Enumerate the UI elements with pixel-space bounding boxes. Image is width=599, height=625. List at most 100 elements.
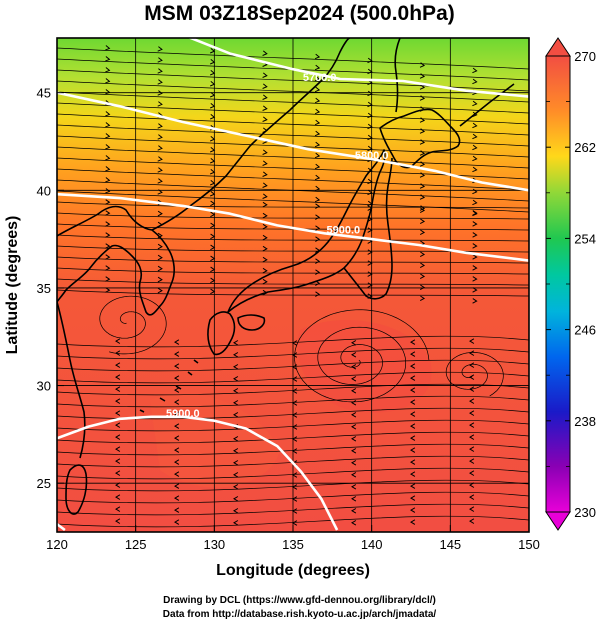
streamline-arrow — [157, 134, 163, 140]
colorbar: 270 262 254 246 238 230 — [545, 37, 596, 531]
streamline-arrow — [472, 232, 478, 238]
streamline — [57, 431, 529, 444]
streamline-arrow — [419, 218, 426, 225]
geopotential-contours: 5700.0 5800.0 5900.0 5900.0 — [57, 38, 529, 532]
streamline-arrow — [469, 338, 475, 344]
streamline-arrow — [351, 388, 357, 394]
streamline-arrow — [115, 374, 121, 380]
contour-line — [57, 415, 339, 531]
streamline-arrow — [472, 67, 478, 74]
streamline — [57, 479, 529, 492]
streamline-arrow — [410, 399, 416, 405]
wind-streamlines — [57, 45, 529, 528]
x-tick-label: 135 — [282, 537, 304, 552]
streamline-arrow — [157, 167, 163, 173]
streamline-arrow — [262, 212, 268, 219]
streamline-arrow — [469, 470, 475, 476]
streamline — [57, 157, 529, 180]
streamline — [57, 467, 529, 480]
streamline-arrow — [157, 287, 163, 294]
colorbar-ticks: 270 262 254 246 238 230 — [546, 49, 596, 520]
streamline-arrow — [469, 494, 475, 500]
streamline-arrow — [314, 108, 321, 115]
streamline-arrow — [174, 423, 180, 429]
colorbar-tick-label: 238 — [574, 414, 596, 429]
streamline-arrow — [419, 194, 426, 200]
streamline-arrow — [314, 174, 321, 181]
streamline-arrow — [157, 178, 163, 184]
streamline-arrow — [262, 171, 268, 177]
streamline-arrow — [419, 172, 426, 178]
streamline-arrow — [233, 340, 239, 346]
streamline-arrow — [115, 386, 121, 392]
streamline-arrow — [351, 352, 357, 358]
streamline-arrow — [351, 484, 357, 490]
streamline-arrow — [157, 79, 163, 85]
streamline-arrow — [115, 398, 121, 404]
streamline-arrow — [472, 265, 478, 271]
streamline-arrow — [351, 496, 357, 502]
streamline-arrow — [174, 435, 180, 441]
streamline-arrow — [351, 436, 357, 442]
streamline-arrow — [233, 484, 239, 490]
streamline-arrow — [351, 448, 357, 454]
y-axis-ticks: 25 30 35 40 45 — [37, 86, 64, 491]
streamline-arrow — [233, 448, 239, 454]
streamline-arrow — [115, 350, 121, 356]
streamline-arrow — [115, 506, 121, 512]
streamline-arrow — [233, 460, 239, 466]
streamline-arrow — [262, 201, 268, 208]
streamline-arrow — [410, 435, 416, 441]
streamline-arrow — [472, 254, 478, 260]
streamline-arrow — [410, 387, 416, 393]
streamline-arrow — [105, 232, 111, 238]
streamline-arrow — [419, 284, 426, 291]
streamline-arrow — [157, 210, 163, 217]
streamline-arrow — [105, 210, 111, 216]
contour-line — [57, 192, 529, 262]
streamline-arrow — [315, 236, 321, 242]
streamline-arrow — [262, 83, 268, 89]
streamline-arrow — [472, 133, 478, 140]
streamline-arrow — [351, 340, 357, 346]
streamline-arrow — [315, 258, 321, 264]
streamline-arrow — [351, 520, 357, 526]
streamline-arrow — [472, 276, 478, 282]
contour-label: 5700.0 — [303, 72, 337, 84]
streamline — [57, 256, 529, 264]
credit-data: Data from http://database.rish.kyoto-u.a… — [162, 609, 437, 620]
streamline-arrow — [262, 50, 268, 56]
coastline-ryukyu — [139, 359, 199, 413]
streamline-arrow — [419, 95, 426, 101]
streamline-arrow — [410, 447, 416, 453]
streamline-arrow — [262, 245, 268, 252]
y-tick-label: 25 — [37, 476, 51, 491]
coastline-china — [57, 301, 86, 459]
streamline-arrow — [233, 412, 239, 418]
colorbar-tick-label: 254 — [574, 231, 596, 246]
streamline-arrow — [419, 161, 426, 167]
streamline-arrow — [315, 225, 321, 231]
streamline-arrow — [105, 67, 111, 73]
streamline-arrow — [174, 375, 180, 381]
streamline-arrow — [410, 495, 416, 501]
streamline-arrow — [157, 90, 163, 96]
streamline-arrow — [419, 295, 426, 302]
streamline — [57, 201, 529, 209]
streamline-arrow — [419, 84, 426, 90]
streamline-arrow — [314, 86, 321, 93]
streamline — [57, 419, 529, 432]
streamline-arrow — [105, 254, 111, 260]
streamline-arrow — [472, 122, 478, 129]
streamline-arrow — [410, 519, 416, 525]
streamline-arrow — [262, 72, 268, 78]
streamline-arrow — [174, 459, 180, 465]
streamline-arrow — [469, 398, 475, 404]
streamline-arrow — [174, 447, 180, 453]
streamline — [57, 245, 529, 253]
streamline-vortex — [294, 309, 430, 403]
colorbar-tick-label: 262 — [574, 140, 596, 155]
contour-line — [57, 91, 529, 192]
colorbar-tick-label: 270 — [574, 49, 596, 64]
streamline-arrow — [262, 94, 268, 100]
